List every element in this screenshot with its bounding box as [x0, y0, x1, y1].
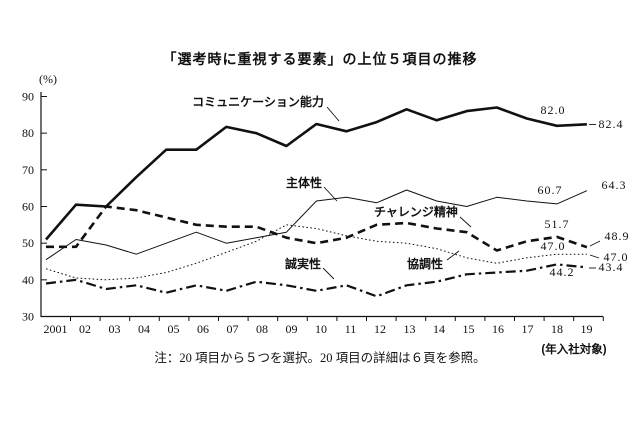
- x-axis-tick-label: 16: [492, 322, 504, 336]
- x-axis-tick-label: 08: [256, 322, 268, 336]
- chart-footnote: 注：20 項目から５つを選択。20 項目の詳細は６頁を参照。: [154, 351, 486, 365]
- data-value-label: 47.0: [541, 239, 566, 253]
- data-value-label: 43.4: [599, 260, 624, 274]
- x-axis-tick-label: 17: [522, 322, 534, 336]
- x-axis-note: (年入社対象): [541, 344, 607, 356]
- x-axis-tick-label: 14: [433, 322, 445, 336]
- x-axis-tick-label: 10: [315, 322, 327, 336]
- series-label-leader-line: [323, 186, 338, 202]
- value-label-leader-line: [589, 254, 600, 259]
- x-axis-tick-label: 09: [286, 322, 298, 336]
- data-value-label: 64.3: [602, 178, 627, 192]
- x-axis-tick-label: 06: [197, 322, 209, 336]
- x-axis-tick-label: 13: [404, 322, 416, 336]
- series-label-1: 主体性: [286, 175, 322, 190]
- series-line-communication-ability: [45, 106, 587, 241]
- x-axis-tick-label: 04: [138, 322, 150, 336]
- y-axis-unit-label: (%): [39, 72, 57, 86]
- data-value-label: 51.7: [545, 217, 570, 231]
- y-axis-tick-label: 90: [22, 89, 34, 103]
- data-value-label: 82.0: [541, 103, 566, 117]
- series-label-2: チャレンジ精神: [374, 204, 458, 219]
- x-axis-tick-label: 05: [168, 322, 180, 336]
- series-label-leader-line: [459, 216, 472, 228]
- chart-title: 「選考時に重視する要素」の上位５項目の推移: [162, 51, 478, 67]
- series-line-challenge-spirit: [46, 205, 588, 252]
- data-value-label: 47.0: [604, 250, 629, 264]
- x-axis-tick-label: 19: [581, 322, 593, 336]
- data-value-label: 82.4: [599, 117, 624, 131]
- y-axis-tick-label: 40: [22, 273, 34, 287]
- y-axis-tick-label: 50: [22, 236, 34, 250]
- y-axis-tick-label: 70: [22, 163, 34, 177]
- series-label-leader-line: [322, 267, 335, 280]
- x-axis-tick-label: 18: [551, 322, 563, 336]
- value-label-leader-line: [589, 240, 601, 247]
- data-value-label: 60.7: [538, 183, 563, 197]
- y-axis-tick-label: 80: [22, 126, 34, 140]
- x-axis-tick-label: 2001: [44, 322, 68, 336]
- x-axis-tick-label: 07: [227, 322, 239, 336]
- y-axis-tick-label: 30: [22, 310, 34, 324]
- y-axis-tick-label: 60: [22, 199, 34, 213]
- series-label-4: 誠実性: [285, 256, 321, 271]
- data-value-label: 48.9: [605, 229, 630, 243]
- series-label-0: コミュニケーション能力: [192, 94, 324, 109]
- series-label-3: 協調性: [407, 256, 443, 271]
- x-axis-tick-label: 12: [374, 322, 386, 336]
- x-axis-tick-label: 15: [463, 322, 475, 336]
- series-label-leader-line: [446, 250, 460, 261]
- x-axis-tick-label: 02: [79, 322, 91, 336]
- data-value-label: 44.2: [550, 265, 575, 279]
- series-line-independence: [45, 189, 588, 261]
- x-axis-tick-label: 11: [345, 322, 357, 336]
- series-label-leader-line: [326, 106, 340, 122]
- x-axis-tick-label: 03: [109, 322, 121, 336]
